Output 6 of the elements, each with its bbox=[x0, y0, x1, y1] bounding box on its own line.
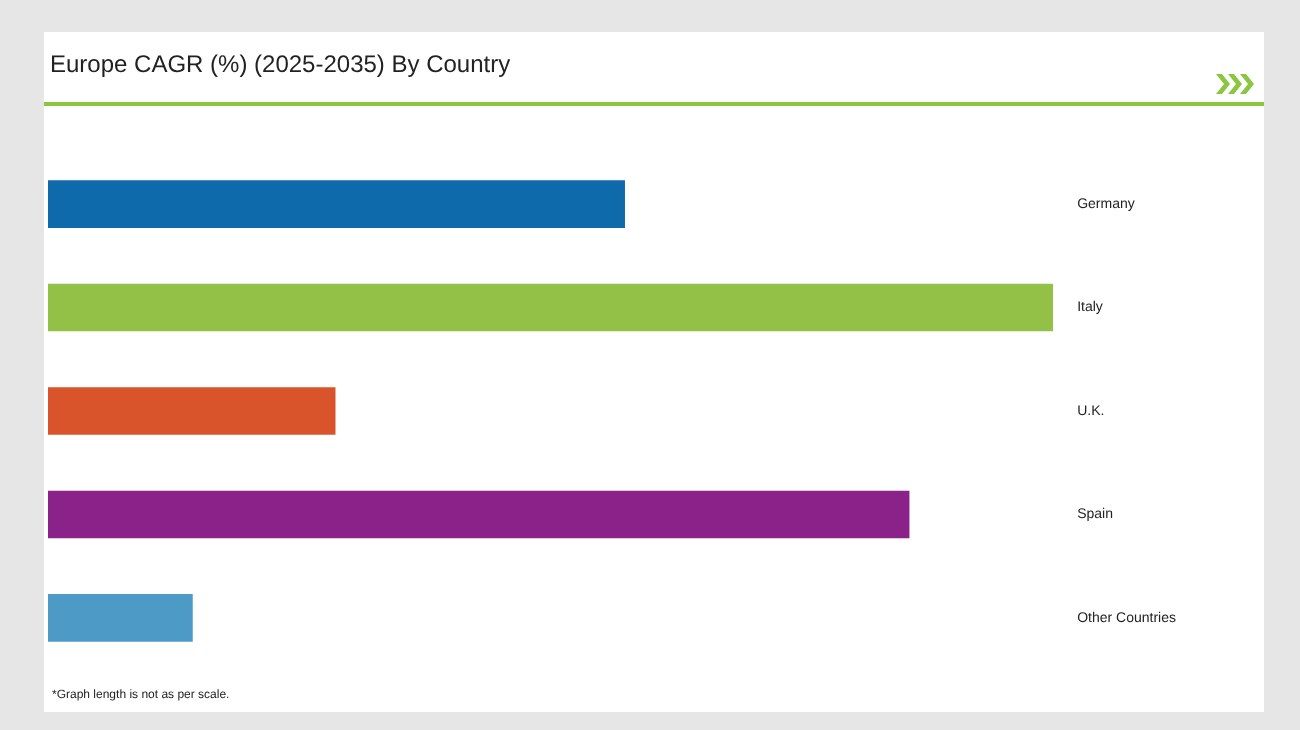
bar bbox=[48, 594, 193, 642]
bar bbox=[48, 180, 625, 228]
bar bbox=[48, 490, 910, 539]
bar bbox=[48, 283, 1054, 332]
bar bbox=[48, 387, 336, 435]
chart-title: Europe CAGR (%) (2025-2035) By Country bbox=[50, 50, 511, 78]
